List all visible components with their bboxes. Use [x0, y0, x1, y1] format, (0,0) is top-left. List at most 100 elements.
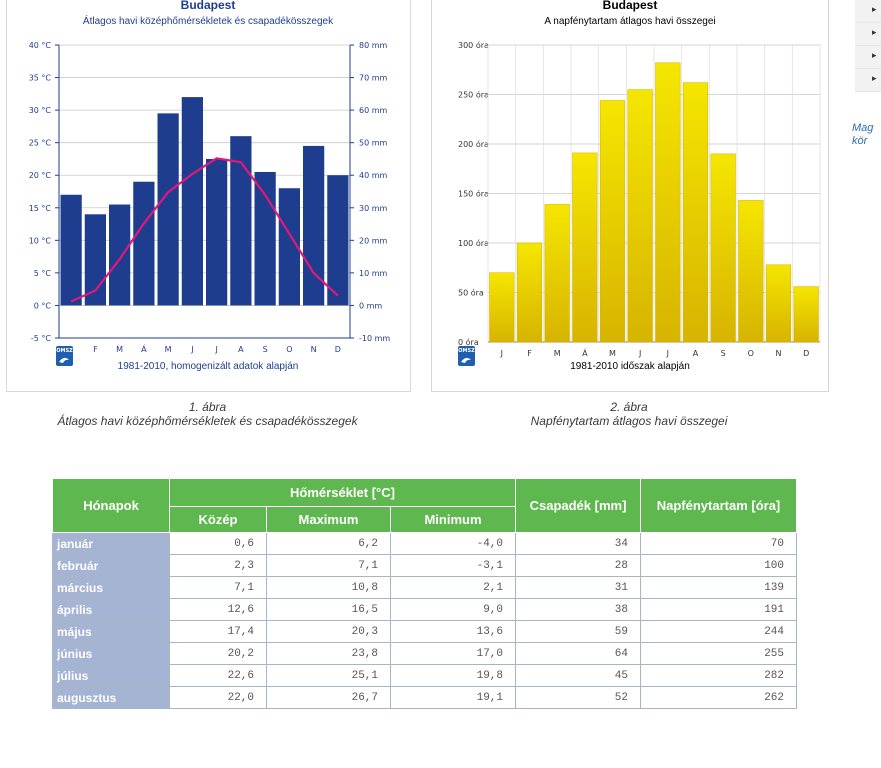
x-tick-label: N [311, 345, 317, 354]
x-tick-label: J [190, 345, 193, 354]
x-tick-label: Á [141, 343, 147, 354]
cell-month: július [52, 664, 170, 687]
x-tick-label: J [500, 349, 503, 358]
sunshine-chart-figure: Budapest A napfénytartam átlagos havi öss… [431, 0, 829, 392]
y-left-tick-label: 25 °C [29, 139, 52, 148]
side-nav-item[interactable]: ▸ [855, 46, 881, 69]
sunshine-chart: Budapest A napfénytartam átlagos havi öss… [458, 0, 821, 372]
header-temp-average: Közép [169, 506, 267, 533]
cell-precip: 59 [515, 620, 641, 643]
sunshine-bar [793, 286, 819, 343]
cell-precip: 34 [515, 532, 641, 555]
cell-max: 6,2 [266, 532, 391, 555]
cell-max: 23,8 [266, 642, 391, 665]
table-row: február 2,3 7,1 -3,1 28 100 [52, 554, 797, 577]
side-nav-item[interactable]: ▸ [855, 69, 881, 92]
table-row: március 7,1 10,8 2,1 31 139 [52, 576, 797, 599]
side-nav-item[interactable]: ▸ [855, 23, 881, 46]
omsz-logo-icon [461, 357, 471, 363]
precipitation-bar [84, 214, 106, 306]
cell-min: -3,1 [390, 554, 516, 577]
y-tick-label: 150 óra [458, 189, 489, 199]
omsz-logo-icon [59, 357, 69, 363]
cell-max: 16,5 [266, 598, 391, 621]
cell-precip: 52 [515, 686, 641, 709]
figure-1-caption-text: Átlagos havi középhőmérsékletek és csapa… [57, 414, 358, 428]
sunshine-bar [627, 89, 653, 343]
chevron-right-icon: ▸ [872, 5, 877, 15]
sunshine-bar [572, 152, 598, 343]
precipitation-bar [206, 158, 228, 306]
y-right-tick-label: 80 mm [359, 41, 388, 50]
y-left-tick-label: 5 °C [34, 269, 52, 278]
precipitation-bar [60, 194, 82, 306]
side-caption-line: kör [852, 135, 868, 147]
x-tick-label: J [214, 345, 217, 354]
cell-min: 9,0 [390, 598, 516, 621]
header-sunshine: Napfénytartam [óra] [640, 478, 797, 533]
y-right-tick-label: -10 mm [359, 334, 390, 343]
cell-avg: 7,1 [169, 576, 267, 599]
side-image-caption: Mag kör [852, 122, 881, 148]
x-tick-label: S [721, 349, 726, 358]
cell-sun: 282 [640, 664, 797, 687]
y-left-tick-label: 35 °C [29, 74, 52, 83]
cell-min: 19,8 [390, 664, 516, 687]
y-tick-label: 0 óra [458, 337, 479, 347]
sunshine-bar [682, 82, 709, 343]
y-tick-label: 200 óra [458, 139, 489, 149]
cell-month: március [52, 576, 170, 599]
cell-max: 26,7 [266, 686, 391, 709]
cell-sun: 100 [640, 554, 797, 577]
y-right-tick-label: 10 mm [359, 269, 388, 278]
precipitation-bar [303, 145, 325, 306]
cell-avg: 2,3 [169, 554, 267, 577]
cell-precip: 64 [515, 642, 641, 665]
sunshine-bar [489, 272, 515, 343]
y-left-tick-label: 0 °C [34, 301, 52, 310]
x-tick-label: D [335, 345, 341, 354]
cell-precip: 28 [515, 554, 641, 577]
side-nav-item[interactable]: ▸ [855, 0, 881, 23]
cell-avg: 22,0 [169, 686, 267, 709]
table-row: január 0,6 6,2 -4,0 34 70 [52, 532, 797, 555]
precipitation-bar [278, 188, 300, 306]
precipitation-bar [157, 113, 179, 306]
cell-precip: 31 [515, 576, 641, 599]
cell-month: május [52, 620, 170, 643]
header-precipitation: Csapadék [mm] [515, 478, 641, 533]
cell-avg: 17,4 [169, 620, 267, 643]
cell-max: 20,3 [266, 620, 391, 643]
cell-avg: 12,6 [169, 598, 267, 621]
y-tick-label: 50 óra [458, 288, 484, 298]
precipitation-bar [109, 204, 131, 306]
cell-min: 2,1 [390, 576, 516, 599]
y-left-tick-label: -5 °C [31, 334, 52, 343]
precipitation-bar [181, 97, 203, 306]
side-caption-line: Mag [852, 122, 874, 134]
cell-avg: 20,2 [169, 642, 267, 665]
precipitation-bar [254, 171, 276, 306]
cell-min: -4,0 [390, 532, 516, 555]
cell-min: 19,1 [390, 686, 516, 709]
chart-footer: 1981-2010 időszak alapján [570, 361, 690, 372]
y-right-tick-label: 70 mm [359, 74, 388, 83]
chevron-right-icon: ▸ [872, 51, 877, 61]
header-temp-minimum: Minimum [390, 506, 516, 533]
figure-1-number: 1. ábra [188, 400, 227, 414]
y-left-tick-label: 30 °C [29, 106, 52, 115]
y-right-tick-label: 20 mm [359, 236, 388, 245]
x-tick-label: A [238, 345, 244, 354]
chart-title: Budapest [603, 0, 658, 12]
y-right-tick-label: 30 mm [359, 204, 388, 213]
table-body: január 0,6 6,2 -4,0 34 70 február 2,3 7,1 -3,1 28 1… [52, 532, 797, 709]
x-tick-label: A [693, 349, 699, 358]
cell-month: január [52, 532, 170, 555]
cell-max: 7,1 [266, 554, 391, 577]
cell-precip: 45 [515, 664, 641, 687]
table-row: május 17,4 20,3 13,6 59 244 [52, 620, 797, 643]
chevron-right-icon: ▸ [872, 74, 877, 84]
y-left-tick-label: 20 °C [29, 171, 52, 180]
sunshine-bar [544, 204, 570, 343]
sunshine-bar [655, 62, 681, 343]
